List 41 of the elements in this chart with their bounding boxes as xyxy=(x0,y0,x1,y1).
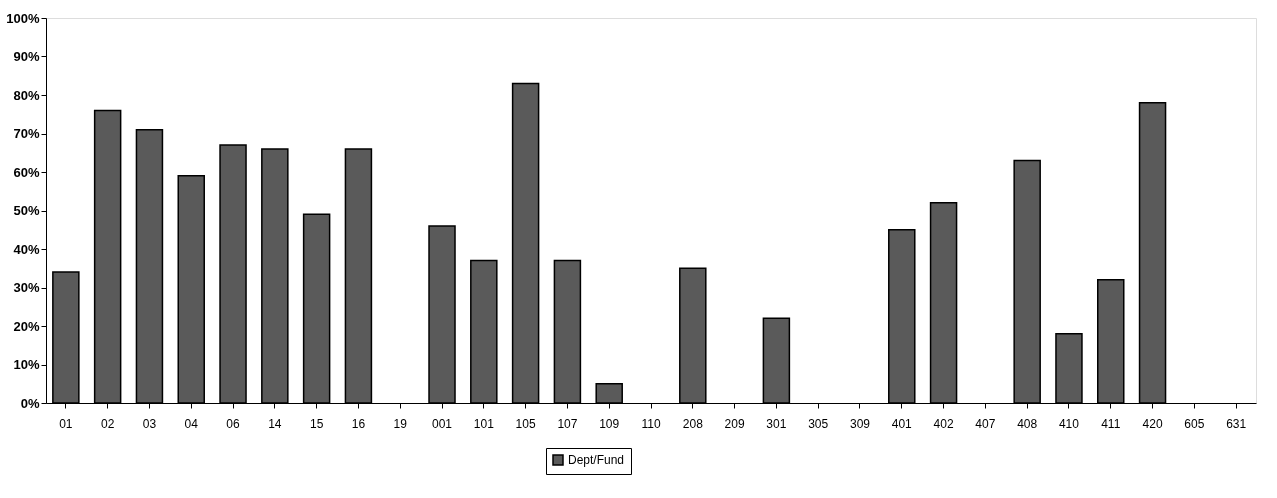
x-tick-label: 605 xyxy=(1184,416,1205,431)
x-tick-label: 105 xyxy=(515,416,536,431)
x-tick-label: 101 xyxy=(473,416,495,431)
x-tick-label: 109 xyxy=(599,416,620,431)
x-tick-label: 01 xyxy=(59,416,73,431)
y-tick-label: 50% xyxy=(13,203,40,218)
x-tick-label: 309 xyxy=(849,416,871,431)
x-tick-label: 02 xyxy=(100,416,115,431)
x-tick-label: 209 xyxy=(724,416,745,431)
y-tick-label: 60% xyxy=(13,164,40,180)
x-tick-label: 305 xyxy=(808,416,829,431)
x-tick-label: 420 xyxy=(1142,416,1163,431)
y-tick-label: 40% xyxy=(13,241,40,257)
y-tick-label: 20% xyxy=(13,318,40,334)
x-tick-label: 107 xyxy=(557,416,578,431)
x-tick-label: 208 xyxy=(682,416,704,431)
x-tick-label: 402 xyxy=(933,416,954,431)
x-tick-label: 407 xyxy=(975,416,996,431)
x-tick-label: 301 xyxy=(766,416,787,431)
y-tick-label: 80% xyxy=(13,87,40,103)
x-tick-label: 401 xyxy=(891,416,913,431)
y-tick-label: 100% xyxy=(6,10,40,26)
x-tick-label: 110 xyxy=(641,416,661,431)
y-tick-label: 0% xyxy=(20,395,40,411)
x-tick-label: 06 xyxy=(226,416,241,431)
y-tick-label: 70% xyxy=(13,126,40,141)
y-tick-label: 90% xyxy=(13,49,40,64)
x-tick-label: 410 xyxy=(1058,416,1080,431)
x-tick-label: 16 xyxy=(351,416,366,431)
x-tick-label: 408 xyxy=(1017,416,1038,431)
y-tick-label: 10% xyxy=(13,357,40,372)
x-tick-label: 15 xyxy=(309,416,324,431)
x-tick-label: 411 xyxy=(1101,416,1121,431)
x-tick-label: 631 xyxy=(1226,416,1247,431)
x-tick-label: 19 xyxy=(393,416,408,431)
x-tick-label: 14 xyxy=(268,416,282,431)
x-tick-label: 04 xyxy=(184,416,199,431)
y-tick-label: 30% xyxy=(13,280,40,295)
x-tick-label: 03 xyxy=(142,416,157,431)
x-tick-label: 001 xyxy=(432,416,453,431)
legend-label: Dept/Fund xyxy=(568,453,625,467)
